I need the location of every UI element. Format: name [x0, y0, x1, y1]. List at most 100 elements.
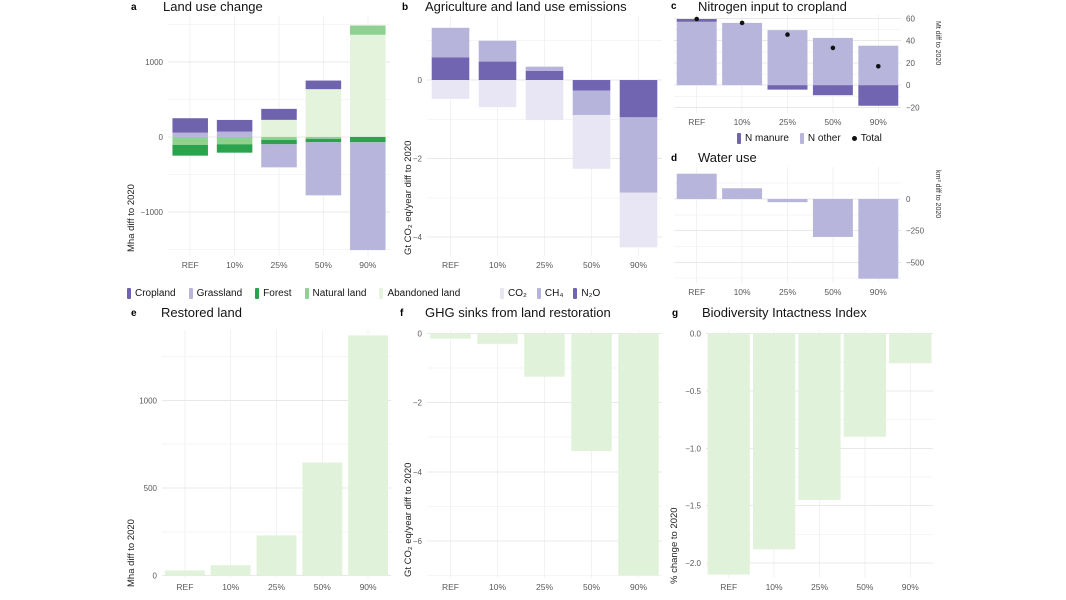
bar-segment-b-n-o	[619, 80, 658, 118]
bar-segment-g-bii-change	[889, 333, 932, 364]
bar-segment-c-n-other	[812, 37, 853, 86]
bar-segment-b-co	[619, 192, 658, 248]
bar-segment-a-forest	[350, 136, 386, 143]
panel-a-title: Land use change	[163, 0, 263, 14]
ytick-label-b: −2	[413, 155, 423, 164]
panel-c-title: Nitrogen input to cropland	[698, 0, 847, 14]
total-dot-c	[785, 32, 790, 37]
bar-segment-e-restored-land	[348, 335, 389, 576]
legend-label-grassland: Grassland	[196, 288, 243, 299]
panel-b-letter: b	[402, 2, 409, 13]
legend-item-co: CO₂	[500, 288, 527, 299]
bar-segment-c-n-manure	[767, 85, 808, 90]
xtick-label-a: 10%	[226, 260, 243, 270]
ytick-label-f: −4	[413, 468, 423, 477]
ytick-label-g: 0.0	[690, 329, 702, 338]
panel-f-letter: f	[400, 308, 404, 319]
ytick-label-f: −6	[413, 537, 423, 546]
ytick-label-a: 0	[159, 133, 164, 142]
bar-segment-g-bii-change	[798, 333, 841, 500]
xtick-label-b: 90%	[630, 260, 647, 270]
xtick-label-f: REF	[442, 582, 459, 592]
bar-segment-b-ch	[478, 40, 517, 62]
ytick-label-d: −250	[906, 227, 925, 236]
xtick-label-d: 90%	[870, 287, 887, 297]
bar-segment-a-natural-land	[261, 136, 297, 140]
panel-e-title: Restored land	[161, 305, 242, 320]
legend-label-co: CO₂	[508, 288, 527, 299]
panel-e-letter: e	[131, 308, 137, 319]
ytick-label-g: −1.5	[685, 502, 701, 511]
panel-c-letter: c	[671, 1, 677, 12]
ytick-label-c: 20	[906, 59, 915, 68]
xtick-label-g: 50%	[856, 582, 873, 592]
bar-segment-a-cropland	[172, 118, 208, 133]
ytick-label-a: 1000	[145, 58, 163, 67]
bar-segment-a-forest	[216, 144, 253, 153]
bar-segment-a-natural-land	[305, 136, 342, 139]
xtick-label-e: 50%	[314, 582, 331, 592]
bar-swatch-ch	[536, 288, 541, 299]
legend-item-total: Total	[851, 133, 882, 144]
panel-d-letter: d	[671, 153, 678, 164]
bar-segment-a-cropland	[216, 119, 253, 132]
legend-label-cropland: Cropland	[135, 288, 176, 299]
xtick-label-e: REF	[176, 582, 193, 592]
bar-segment-d-water-use	[722, 188, 763, 200]
xtick-label-c: REF	[688, 117, 705, 127]
bar-segment-a-forest	[172, 144, 208, 156]
xtick-label-b: REF	[442, 260, 459, 270]
xtick-label-e: 90%	[360, 582, 377, 592]
xtick-label-a: 25%	[270, 260, 287, 270]
chart-panel-e: 1000 500 0 REF 10% 25% 50% 90%	[139, 330, 391, 592]
xtick-label-d: 50%	[824, 287, 841, 297]
xtick-label-g: 90%	[902, 582, 919, 592]
xtick-label-a: 90%	[359, 260, 376, 270]
panel-g-ylabel: % change to 2020	[669, 507, 680, 585]
bar-segment-a-cropland	[305, 80, 342, 90]
bar-segment-e-restored-land	[256, 535, 297, 576]
bar-segment-a-forest	[261, 139, 297, 145]
panel-g-title: Biodiversity Intactness Index	[702, 305, 867, 320]
xtick-label-g: REF	[720, 582, 737, 592]
xtick-label-g: 10%	[766, 582, 783, 592]
ytick-label-a: −1000	[141, 208, 164, 217]
panel-f-title: GHG sinks from land restoration	[425, 305, 611, 320]
xtick-label-a: 50%	[315, 260, 332, 270]
ytick-label-c: 40	[906, 37, 915, 46]
xtick-label-e: 25%	[268, 582, 285, 592]
bar-segment-b-n-o	[525, 70, 564, 81]
bar-segment-a-cropland	[261, 108, 297, 120]
bar-segment-f-ghg-sink	[524, 333, 565, 377]
legend-label-n-manure: N manure	[745, 133, 789, 144]
chart-panel-a: 1000 0 −1000 REF 10% 25% 50% 90%	[141, 16, 390, 270]
bar-segment-e-restored-land	[302, 462, 343, 576]
bar-segment-e-restored-land	[164, 570, 205, 576]
bar-segment-d-water-use	[858, 199, 899, 279]
legend-item-abandoned-land: Abandoned land	[379, 288, 460, 299]
bar-swatch-n-o	[573, 288, 578, 299]
bar-segment-f-ghg-sink	[571, 333, 612, 452]
xtick-label-f: 50%	[583, 582, 600, 592]
ytick-label-g: −1.0	[685, 444, 701, 453]
bar-segment-d-water-use	[767, 199, 808, 203]
xtick-label-a: REF	[182, 260, 199, 270]
bar-swatch-co	[500, 288, 504, 299]
panel-a-ylabel: Mha diff to 2020	[126, 184, 137, 252]
ytick-label-c: 60	[906, 14, 915, 23]
xtick-label-b: 10%	[489, 260, 506, 270]
bar-segment-a-natural-land	[350, 25, 386, 35]
legend-label-ch: CH₄	[544, 288, 564, 299]
panel-a-letter: a	[131, 2, 137, 13]
legend-gases: CO₂ CH₄ N₂O	[500, 288, 600, 299]
bar-segment-a-natural-land	[216, 136, 253, 145]
bar-swatch-grassland	[188, 288, 193, 299]
bar-segment-b-ch	[572, 90, 611, 115]
panel-e-ylabel: Mha diff to 2020	[126, 519, 137, 587]
panel-f-ylabel: Gt CO₂ eq/year diff to 2020	[403, 462, 414, 578]
panel-b-title: Agriculture and land use emissions	[425, 0, 627, 14]
bar-segment-c-n-other	[767, 30, 808, 86]
bar-segment-b-ch	[431, 27, 470, 58]
bar-segment-c-n-other	[676, 21, 717, 86]
